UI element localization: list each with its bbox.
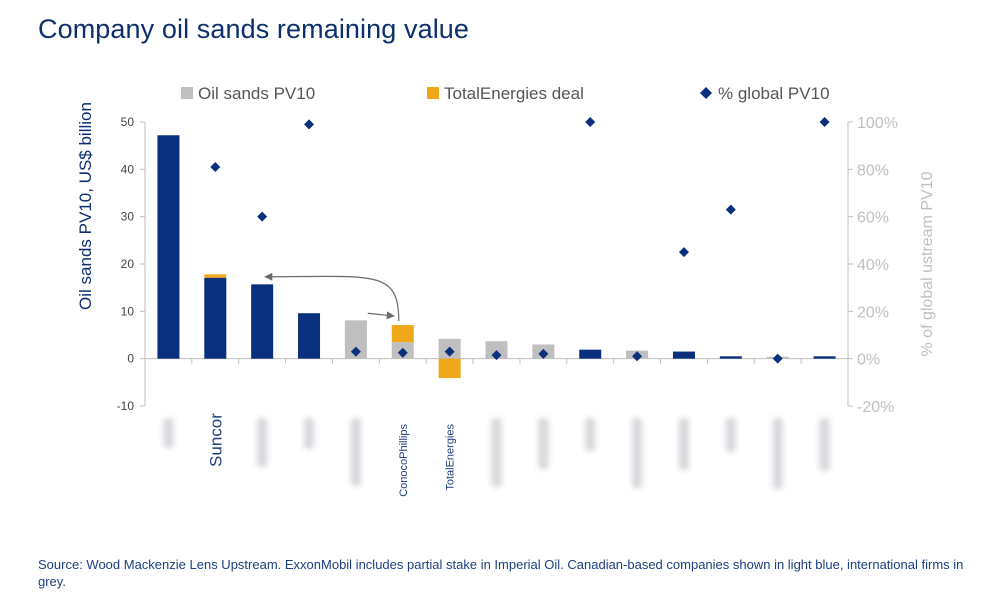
category-labels: Suncor ConocoPhillips TotalEnergies xyxy=(163,413,830,497)
bar-oil-sands-pv10 xyxy=(298,313,321,359)
category-label-blurred xyxy=(632,418,643,488)
bars xyxy=(157,135,836,379)
bar-oil-sands-pv10 xyxy=(157,135,180,359)
annotation-arrows xyxy=(264,272,400,322)
legend-label-oil-sands-pv10: Oil sands PV10 xyxy=(198,84,315,103)
category-label-blurred xyxy=(538,418,549,469)
y-tick-label-right: -20% xyxy=(857,399,894,416)
category-label: TotalEnergies xyxy=(445,424,457,491)
arrow-to-conocophillips xyxy=(367,311,395,320)
chart-title: Company oil sands remaining value xyxy=(38,14,470,44)
category-label-blurred xyxy=(350,418,361,486)
bar-totalenergies-deal xyxy=(438,358,461,379)
y-axis-title-left: Oil sands PV10, US$ billion xyxy=(76,102,95,310)
category-label-blurred xyxy=(585,418,596,451)
category-label-blurred xyxy=(819,418,830,471)
y-tick-label-right: 20% xyxy=(857,304,889,321)
marker-global-pv10 xyxy=(678,247,689,258)
marker-global-pv10 xyxy=(632,351,643,362)
legend-marker-global-pv10 xyxy=(700,87,712,99)
y-tick-label-left: 50 xyxy=(121,115,135,129)
category-label-blurred xyxy=(304,418,315,449)
y-tick-label-right: 60% xyxy=(857,210,889,227)
marker-global-pv10 xyxy=(304,119,315,130)
bar-oil-sands-pv10 xyxy=(813,356,836,359)
category-label-blurred xyxy=(725,418,736,452)
marker-global-pv10 xyxy=(444,346,455,357)
marker-global-pv10 xyxy=(585,117,596,127)
bar-totalenergies-deal xyxy=(391,325,414,343)
marker-global-pv10 xyxy=(725,204,736,215)
y-tick-label-left: 0 xyxy=(127,352,134,366)
axes: -10 0 10 20 30 40 50 -20% 0% 20% 40% 60% 80% 100% xyxy=(117,115,898,416)
legend: Oil sands PV10 TotalEnergies deal % glob… xyxy=(181,84,830,103)
marker-global-pv10 xyxy=(491,350,502,361)
legend-label-global-pv10: % global PV10 xyxy=(718,84,830,103)
bar-oil-sands-pv10 xyxy=(251,284,274,359)
bar-oil-sands-pv10 xyxy=(719,356,742,359)
y-tick-label-left: 10 xyxy=(121,304,135,318)
y-tick-label-left: 30 xyxy=(121,210,135,224)
bar-oil-sands-pv10 xyxy=(579,349,602,359)
category-label-blurred xyxy=(772,418,783,489)
y-tick-label-left: 20 xyxy=(121,257,135,271)
category-label-blurred xyxy=(163,418,174,448)
bar-oil-sands-pv10 xyxy=(204,277,227,359)
y-tick-label-left: -10 xyxy=(117,399,135,413)
legend-label-totalenergies-deal: TotalEnergies deal xyxy=(444,84,584,103)
category-label: Suncor xyxy=(206,413,225,467)
y-tick-label-right: 80% xyxy=(857,162,889,179)
legend-swatch-oil-sands-pv10 xyxy=(181,87,193,99)
source-note: Source: Wood Mackenzie Lens Upstream. Ex… xyxy=(38,557,964,589)
y-tick-label-right: 0% xyxy=(857,352,880,369)
marker-global-pv10 xyxy=(210,161,221,172)
y-axis-title-right: % of global ustream PV10 xyxy=(919,171,936,356)
bar-oil-sands-pv10 xyxy=(344,320,367,359)
marker-global-pv10 xyxy=(257,211,268,222)
legend-swatch-totalenergies-deal xyxy=(427,87,439,99)
category-label-blurred xyxy=(678,418,689,470)
marker-global-pv10 xyxy=(538,348,549,359)
arrow-to-suncor xyxy=(264,272,400,322)
bar-oil-sands-pv10 xyxy=(672,351,695,359)
y-tick-label-left: 40 xyxy=(121,162,135,176)
marker-global-pv10 xyxy=(772,353,783,364)
marker-global-pv10 xyxy=(397,347,408,358)
category-label-blurred xyxy=(491,418,502,487)
percent-markers xyxy=(210,117,830,364)
category-label: ConocoPhillips xyxy=(398,424,410,497)
y-tick-label-right: 40% xyxy=(857,257,889,274)
bar-totalenergies-deal xyxy=(204,274,227,278)
bar-oil-sands-pv10 xyxy=(485,341,508,359)
marker-global-pv10 xyxy=(819,117,830,127)
marker-global-pv10 xyxy=(350,346,361,357)
y-tick-label-right: 100% xyxy=(857,115,898,132)
category-label-blurred xyxy=(257,418,268,467)
